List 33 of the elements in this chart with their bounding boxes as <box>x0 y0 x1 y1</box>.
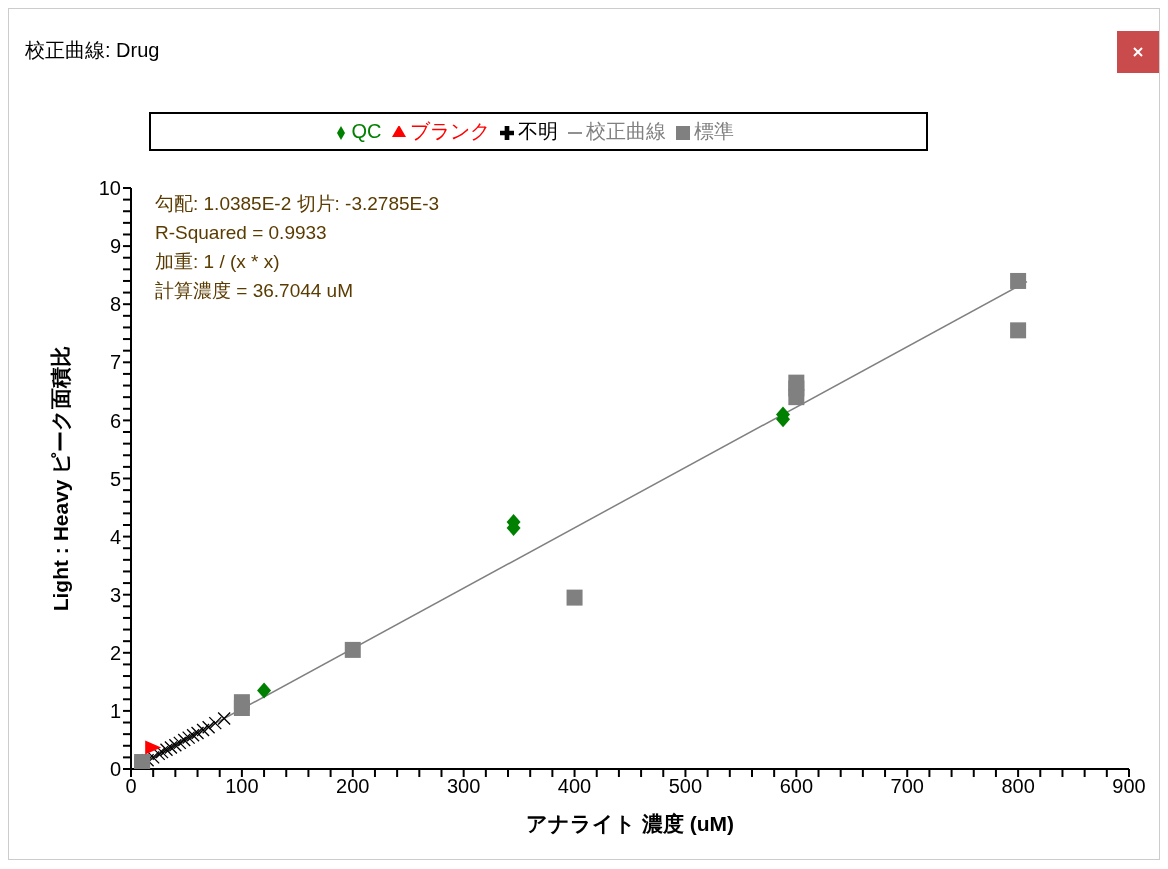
y-tick-label: 1 <box>109 700 121 722</box>
x-tick-label: 200 <box>336 775 370 798</box>
x-tick-label: 500 <box>668 775 703 798</box>
y-tick-label: 2 <box>109 641 121 664</box>
y-tick-label: 4 <box>109 525 121 548</box>
x-tick-label: 100 <box>225 775 259 798</box>
y-axis-title: Light : Heavy ピーク面積比 <box>49 345 73 612</box>
legend-label: QC <box>351 120 382 142</box>
legend-label: 標準 <box>693 120 734 142</box>
y-tick-label: 7 <box>109 351 121 374</box>
y-tick-label: 9 <box>109 235 121 258</box>
x-tick-label: 900 <box>1112 775 1146 798</box>
annotation: 計算濃度 = 36.7044 uM <box>155 279 354 303</box>
x-tick-label: 300 <box>446 775 481 798</box>
x-tick-label: 400 <box>557 775 592 798</box>
x-tick-label: 700 <box>890 775 924 798</box>
y-tick-label: 3 <box>109 583 121 606</box>
annotation: R-Squared = 0.9933 <box>155 221 328 245</box>
x-tick-label: 0 <box>125 775 137 798</box>
x-tick-label: 800 <box>1001 775 1035 798</box>
annotation: 加重: 1 / (x * x) <box>155 250 281 274</box>
y-tick-label: 5 <box>109 467 121 490</box>
annotation: 勾配: 1.0385E-2 切片: -3.2785E-3 <box>155 192 440 216</box>
x-tick-label: 600 <box>779 775 814 798</box>
y-tick-label: 6 <box>109 409 121 432</box>
chart-title: 校正曲線: Drug <box>25 38 160 63</box>
legend-label: 校正曲線 <box>585 120 666 142</box>
y-tick-label: 8 <box>109 293 121 316</box>
legend-label: 不明 <box>517 120 558 142</box>
legend-label: ブランク <box>409 120 490 142</box>
y-tick-label: 10 <box>98 177 121 200</box>
y-tick-label: 0 <box>109 758 121 781</box>
x-axis-title: アナライト 濃度 (uM) <box>526 812 734 835</box>
